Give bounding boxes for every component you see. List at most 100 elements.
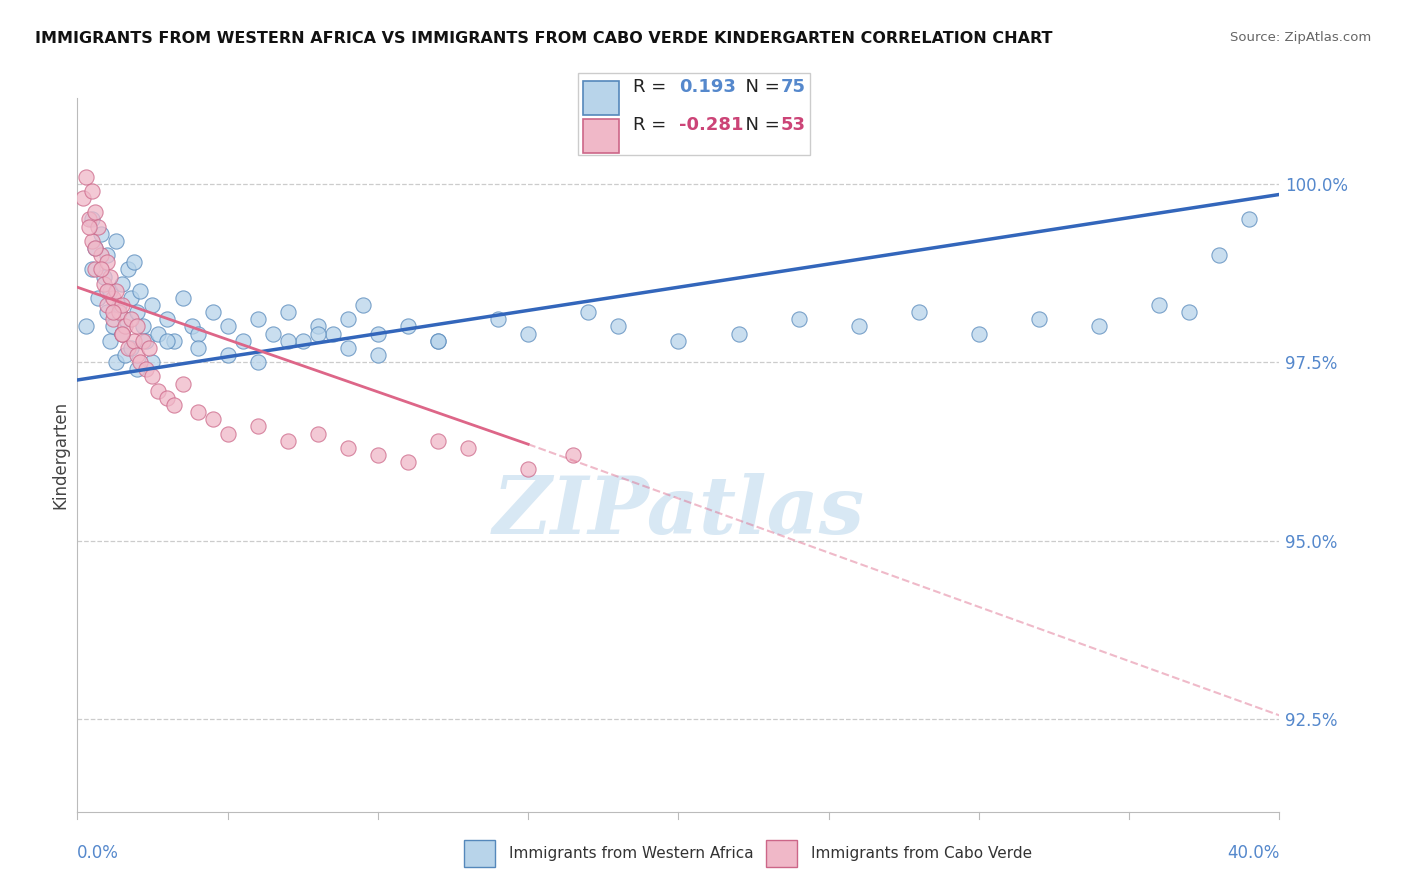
Text: 75: 75 bbox=[780, 78, 806, 96]
Point bbox=[79, 219, 101, 234]
Point bbox=[103, 305, 125, 319]
Point bbox=[111, 326, 134, 341]
Point bbox=[117, 262, 139, 277]
Point bbox=[141, 355, 163, 369]
Point bbox=[787, 312, 810, 326]
Point bbox=[87, 291, 110, 305]
Point bbox=[96, 305, 118, 319]
Point bbox=[1149, 298, 1171, 312]
Point bbox=[90, 248, 112, 262]
Point bbox=[148, 326, 170, 341]
Point bbox=[217, 348, 239, 362]
Point bbox=[114, 348, 136, 362]
Point bbox=[135, 362, 157, 376]
Point bbox=[129, 355, 152, 369]
Point bbox=[607, 319, 630, 334]
Point bbox=[114, 319, 136, 334]
Point bbox=[120, 312, 142, 326]
Text: -0.281: -0.281 bbox=[679, 116, 744, 134]
Point bbox=[96, 284, 118, 298]
Text: IMMIGRANTS FROM WESTERN AFRICA VS IMMIGRANTS FROM CABO VERDE KINDERGARTEN CORREL: IMMIGRANTS FROM WESTERN AFRICA VS IMMIGR… bbox=[35, 31, 1053, 46]
Point bbox=[96, 248, 118, 262]
Point bbox=[96, 298, 118, 312]
Point bbox=[396, 455, 419, 469]
Text: R =: R = bbox=[633, 78, 672, 96]
Point bbox=[367, 448, 389, 462]
Text: N =: N = bbox=[734, 116, 786, 134]
Point bbox=[127, 319, 149, 334]
Point bbox=[79, 212, 101, 227]
Point bbox=[75, 319, 97, 334]
Point bbox=[307, 326, 329, 341]
Point bbox=[427, 434, 450, 448]
Point bbox=[135, 334, 157, 348]
Point bbox=[127, 362, 149, 376]
Point bbox=[201, 305, 224, 319]
Point bbox=[217, 426, 239, 441]
Point bbox=[93, 269, 115, 284]
Point bbox=[124, 255, 146, 269]
Point bbox=[517, 462, 540, 476]
Point bbox=[111, 277, 134, 291]
Point bbox=[1028, 312, 1050, 326]
Point bbox=[120, 341, 142, 355]
Point bbox=[120, 291, 142, 305]
Point bbox=[103, 319, 125, 334]
Point bbox=[162, 334, 184, 348]
Point bbox=[172, 376, 194, 391]
Text: 0.0%: 0.0% bbox=[77, 844, 120, 862]
Point bbox=[156, 334, 179, 348]
Point bbox=[90, 227, 112, 241]
Point bbox=[1178, 305, 1201, 319]
Text: Immigrants from Cabo Verde: Immigrants from Cabo Verde bbox=[811, 847, 1032, 861]
Point bbox=[138, 341, 160, 355]
Point bbox=[103, 291, 125, 305]
Point bbox=[100, 284, 122, 298]
Point bbox=[307, 319, 329, 334]
Text: Immigrants from Western Africa: Immigrants from Western Africa bbox=[509, 847, 754, 861]
Point bbox=[180, 319, 202, 334]
Text: R =: R = bbox=[633, 116, 672, 134]
Point bbox=[427, 334, 450, 348]
Point bbox=[156, 312, 179, 326]
Point bbox=[1239, 212, 1261, 227]
Point bbox=[93, 277, 115, 291]
Point bbox=[105, 284, 128, 298]
Point bbox=[668, 334, 690, 348]
Point bbox=[96, 255, 118, 269]
Point bbox=[277, 434, 299, 448]
Point bbox=[84, 241, 107, 255]
Point bbox=[367, 348, 389, 362]
Point bbox=[117, 341, 139, 355]
Point bbox=[246, 355, 269, 369]
Point bbox=[87, 219, 110, 234]
Point bbox=[105, 234, 128, 248]
Point bbox=[141, 298, 163, 312]
Point bbox=[100, 269, 122, 284]
Point bbox=[457, 441, 479, 455]
Point bbox=[1088, 319, 1111, 334]
Point bbox=[124, 334, 146, 348]
Text: 0.193: 0.193 bbox=[679, 78, 735, 96]
Point bbox=[84, 205, 107, 219]
Point bbox=[562, 448, 585, 462]
Point bbox=[1208, 248, 1230, 262]
Point bbox=[848, 319, 870, 334]
Point bbox=[156, 391, 179, 405]
Point bbox=[111, 326, 134, 341]
Point bbox=[277, 334, 299, 348]
Point bbox=[75, 169, 97, 184]
Point bbox=[367, 326, 389, 341]
Point bbox=[307, 426, 329, 441]
Text: Source: ZipAtlas.com: Source: ZipAtlas.com bbox=[1230, 31, 1371, 45]
Point bbox=[396, 319, 419, 334]
Point bbox=[486, 312, 509, 326]
Point bbox=[517, 326, 540, 341]
Point bbox=[127, 348, 149, 362]
Point bbox=[576, 305, 599, 319]
Point bbox=[162, 398, 184, 412]
Point bbox=[84, 262, 107, 277]
Point bbox=[127, 305, 149, 319]
Point bbox=[82, 262, 104, 277]
Point bbox=[114, 312, 136, 326]
